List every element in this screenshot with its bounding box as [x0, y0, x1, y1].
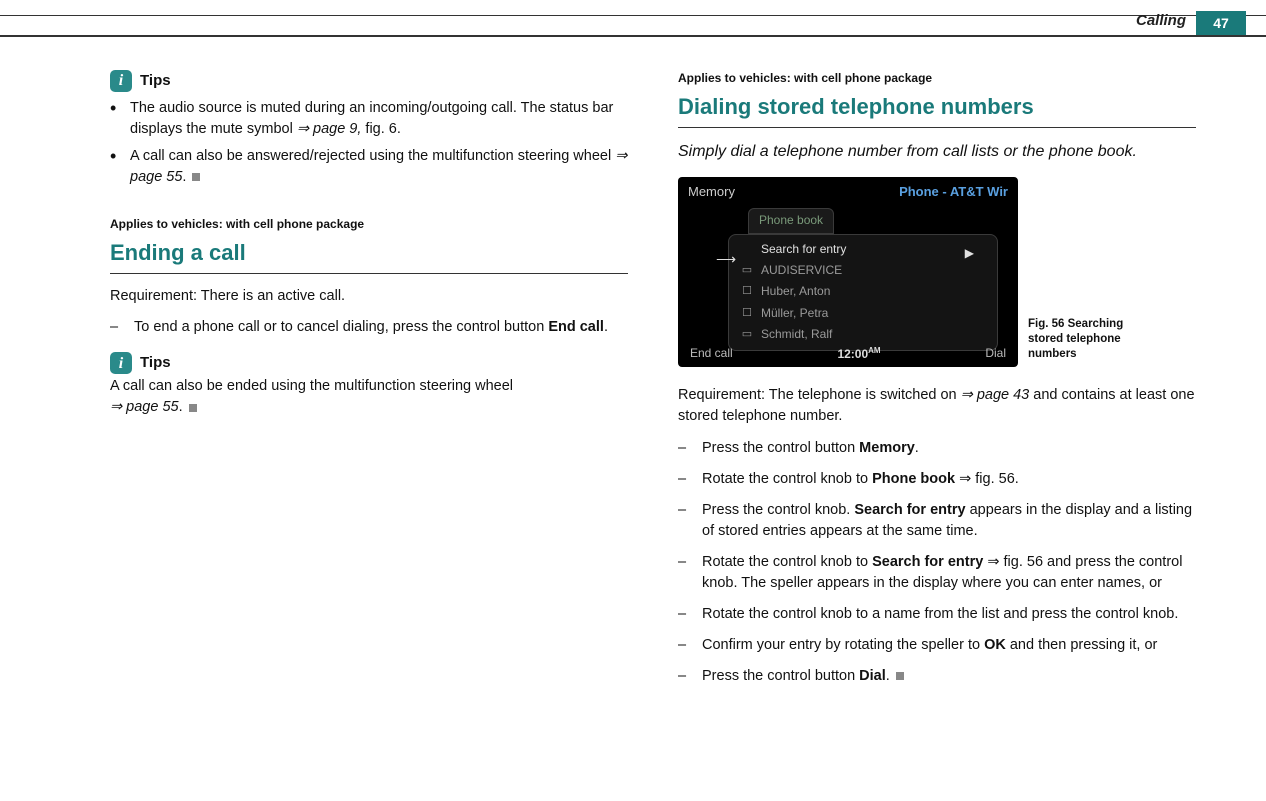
- dash-marker: –: [678, 438, 702, 459]
- info-icon: i: [110, 70, 132, 92]
- mmi-endcall-label: End call: [690, 345, 733, 363]
- page-ref: ⇒ page 9,: [297, 121, 362, 137]
- mmi-list-row: Search for entry: [729, 239, 997, 260]
- card-icon: ▭: [739, 263, 755, 279]
- mmi-clock: 12:00AM: [837, 345, 880, 363]
- header-rule: [0, 15, 1266, 37]
- dash-marker: –: [678, 469, 702, 490]
- dash-marker: –: [678, 604, 702, 625]
- applies-note: Applies to vehicles: with cell phone pac…: [678, 70, 1196, 87]
- applies-note: Applies to vehicles: with cell phone pac…: [110, 216, 628, 233]
- step-text: Press the control button Dial.: [702, 666, 1196, 687]
- step-item: – Rotate the control knob to Search for …: [678, 552, 1196, 594]
- page-ref: ⇒ page 43: [961, 387, 1030, 403]
- mmi-screenshot: Memory Phone - AT&T Wir Phone book ⟶ ▶ S…: [678, 177, 1018, 367]
- step-text: Confirm your entry by rotating the spell…: [702, 635, 1196, 656]
- chapter-title: Calling: [1136, 12, 1186, 29]
- end-square-icon: [896, 672, 904, 680]
- dash-marker: –: [678, 635, 702, 656]
- bullet-item: • A call can also be answered/rejected u…: [110, 146, 628, 188]
- requirement-text: Requirement: The telephone is switched o…: [678, 385, 1196, 427]
- tips-label: Tips: [140, 72, 171, 89]
- step-text: Rotate the control knob to a name from t…: [702, 604, 1196, 625]
- card-icon: ▭: [739, 327, 755, 343]
- page-number: 47: [1196, 11, 1246, 35]
- bullet-marker: •: [110, 98, 130, 140]
- step-item: – Press the control button Dial.: [678, 666, 1196, 687]
- mmi-phone-status: Phone - AT&T Wir: [899, 183, 1008, 202]
- mmi-list-panel: Search for entry ▭AUDISERVICE ☐Huber, An…: [728, 234, 998, 351]
- dash-marker: –: [678, 552, 702, 594]
- step-text: To end a phone call or to cancel dialing…: [134, 317, 628, 338]
- mmi-tab-phonebook: Phone book: [748, 208, 834, 233]
- bullet-text: A call can also be answered/rejected usi…: [130, 146, 628, 188]
- mmi-list-row: ☐Müller, Petra: [729, 303, 997, 324]
- dash-marker: –: [110, 317, 134, 338]
- page-ref: ⇒ page 55: [110, 399, 179, 415]
- tips-block-1: i Tips: [110, 70, 628, 92]
- mmi-list-row: ▭Schmidt, Ralf: [729, 324, 997, 345]
- tips-block-2: i Tips: [110, 352, 628, 374]
- mmi-memory-label: Memory: [688, 183, 735, 202]
- tips-label: Tips: [140, 355, 171, 372]
- tip-text: A call can also be ended using the multi…: [110, 376, 628, 418]
- step-item: – Rotate the control knob to Phone book …: [678, 469, 1196, 490]
- section-heading-ending-call: Ending a call: [110, 237, 628, 274]
- end-square-icon: [189, 404, 197, 412]
- dash-marker: –: [678, 666, 702, 687]
- step-text: Press the control knob. Search for entry…: [702, 500, 1196, 542]
- figure-56: Memory Phone - AT&T Wir Phone book ⟶ ▶ S…: [678, 177, 1196, 367]
- step-text: Rotate the control knob to Search for en…: [702, 552, 1196, 594]
- step-item: – Rotate the control knob to a name from…: [678, 604, 1196, 625]
- step-item: – Press the control knob. Search for ent…: [678, 500, 1196, 542]
- left-column: i Tips • The audio source is muted durin…: [110, 70, 628, 791]
- mmi-arrow-left-icon: ⟶: [716, 249, 736, 269]
- mmi-list-row: ▭AUDISERVICE: [729, 260, 997, 281]
- step-item: – Confirm your entry by rotating the spe…: [678, 635, 1196, 656]
- mmi-list-row: ☐Huber, Anton: [729, 281, 997, 302]
- contact-icon: ☐: [739, 306, 755, 322]
- requirement-text: Requirement: There is an active call.: [110, 286, 628, 307]
- info-icon: i: [110, 352, 132, 374]
- mmi-dial-label: Dial: [985, 345, 1006, 363]
- step-text: Rotate the control knob to Phone book ⇒ …: [702, 469, 1196, 490]
- dash-marker: –: [678, 500, 702, 542]
- mmi-header: Memory Phone - AT&T Wir: [678, 177, 1018, 206]
- bullet-item: • The audio source is muted during an in…: [110, 98, 628, 140]
- step-text: Press the control button Memory.: [702, 438, 1196, 459]
- page-content: i Tips • The audio source is muted durin…: [110, 70, 1196, 791]
- end-square-icon: [192, 173, 200, 181]
- step-item: – Press the control button Memory.: [678, 438, 1196, 459]
- bullet-text: The audio source is muted during an inco…: [130, 98, 628, 140]
- right-column: Applies to vehicles: with cell phone pac…: [678, 70, 1196, 791]
- figure-caption: Fig. 56 Searching stored telephone numbe…: [1028, 317, 1148, 368]
- bullet-marker: •: [110, 146, 130, 188]
- mmi-arrow-right-icon: ▶: [965, 245, 974, 262]
- section-heading-dialing: Dialing stored telephone numbers: [678, 91, 1196, 128]
- step-item: – To end a phone call or to cancel diali…: [110, 317, 628, 338]
- section-subtitle: Simply dial a telephone number from call…: [678, 140, 1196, 163]
- mmi-footer: End call 12:00AM Dial: [678, 345, 1018, 363]
- contact-icon: ☐: [739, 284, 755, 300]
